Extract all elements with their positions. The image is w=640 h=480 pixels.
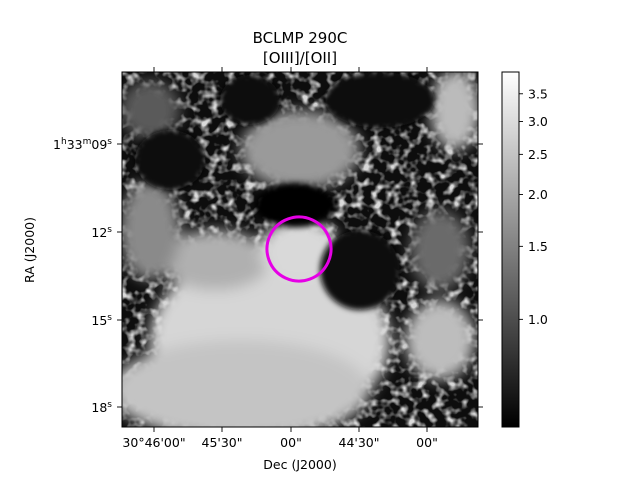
x-tick-label: 00" (416, 435, 438, 450)
x-axis (153, 67, 428, 432)
chart-subtitle: [OIII]/[OII] (263, 49, 337, 67)
x-tick-label: 45'30" (202, 435, 243, 450)
region-ellipse (265, 215, 333, 283)
y-axis-label: RA (J2000) (22, 217, 37, 283)
y-axis (117, 143, 483, 408)
ratio-map-image (122, 72, 478, 427)
plot-frame (121, 71, 479, 428)
x-tick-label: 00" (280, 435, 302, 450)
colorbar-tick-label: 3.5 (528, 86, 548, 101)
x-tick-label: 30°46'00" (122, 435, 185, 450)
colorbar (501, 71, 520, 428)
x-axis-label: Dec (J2000) (263, 457, 336, 472)
colorbar-ticks: 3.5 3.0 2.5 2.0 1.5 1.0 (519, 86, 548, 327)
colorbar-tick-label: 3.0 (528, 114, 548, 129)
colorbar-tick-label: 1.5 (528, 239, 548, 254)
y-tick-label: 18s (91, 400, 112, 415)
chart-title: BCLMP 290C (253, 29, 348, 47)
colorbar-tick-label: 2.5 (528, 147, 548, 162)
y-tick-label: 12s (91, 225, 112, 240)
colorbar-tick-label: 1.0 (528, 312, 548, 327)
y-tick-label: 15s (91, 313, 112, 328)
x-tick-label: 44'30" (339, 435, 380, 450)
y-tick-label: 1h33m09s (53, 137, 112, 152)
colorbar-tick-label: 2.0 (528, 187, 548, 202)
